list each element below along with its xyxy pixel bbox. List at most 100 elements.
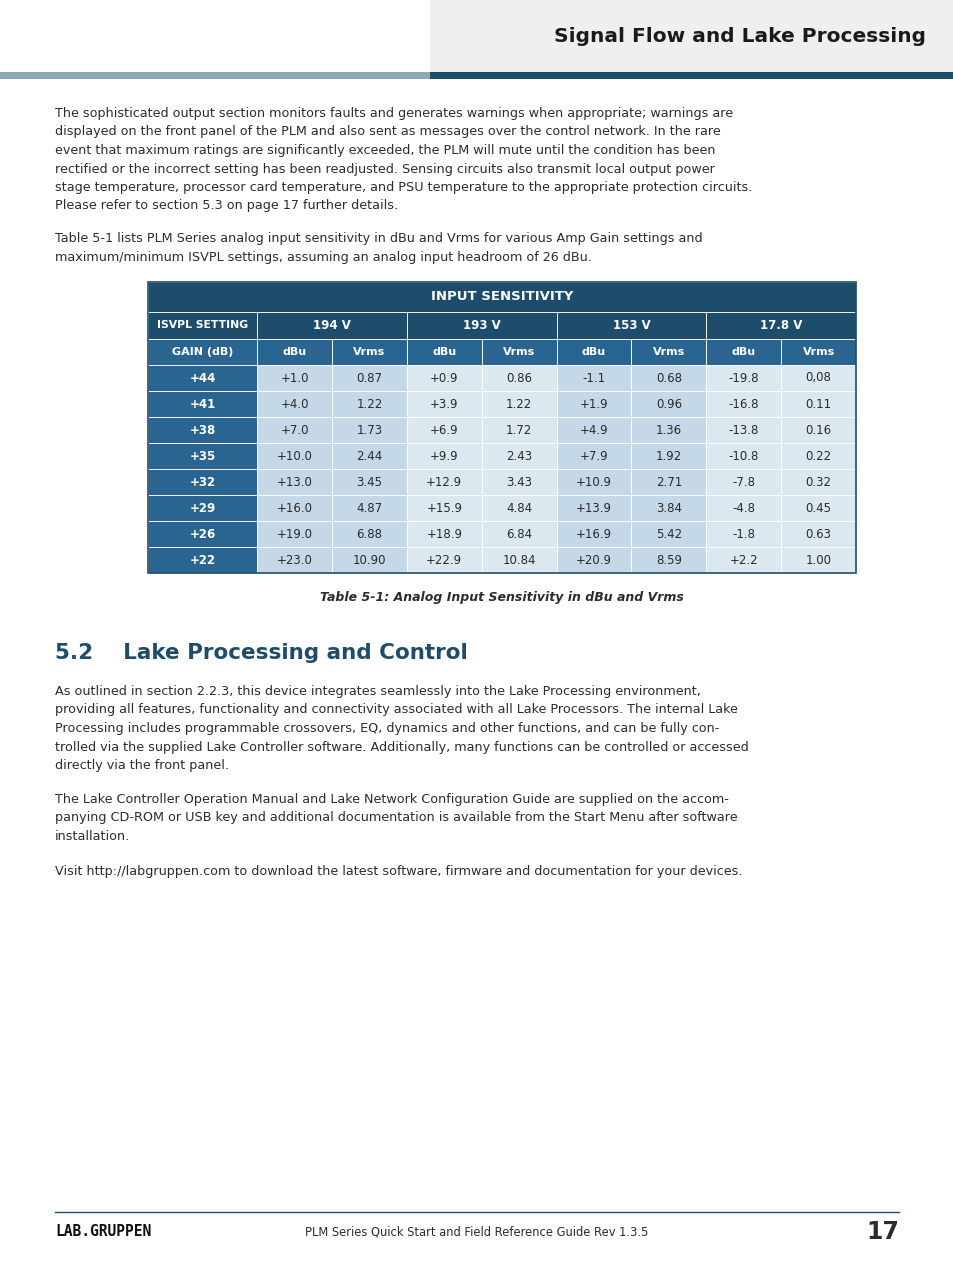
Bar	[556, 547, 631, 573]
Bar	[705, 391, 781, 417]
Bar	[406, 495, 481, 521]
Text: dBu: dBu	[731, 347, 755, 358]
Bar	[0, 72, 430, 79]
Text: LAB.GRUPPEN: LAB.GRUPPEN	[55, 1225, 152, 1240]
Text: 0.45: 0.45	[804, 502, 831, 515]
Bar	[430, 0, 953, 72]
Text: 0.68: 0.68	[655, 372, 681, 384]
Bar	[705, 547, 781, 573]
Bar	[257, 339, 332, 365]
Text: Vrms: Vrms	[502, 347, 535, 358]
Bar	[631, 547, 705, 573]
Bar	[430, 72, 953, 79]
Text: Vrms: Vrms	[353, 347, 385, 358]
Text: +10.0: +10.0	[276, 449, 313, 463]
Text: +4.9: +4.9	[579, 424, 608, 436]
Text: The sophisticated output section monitors faults and generates warnings when app: The sophisticated output section monitor…	[55, 107, 752, 213]
Bar	[257, 521, 332, 547]
Text: +1.0: +1.0	[280, 372, 309, 384]
Bar	[332, 469, 406, 495]
Text: As outlined in section 2.2.3, this device integrates seamlessly into the Lake Pr: As outlined in section 2.2.3, this devic…	[55, 685, 748, 772]
Text: -19.8: -19.8	[728, 372, 759, 384]
Text: 4.84: 4.84	[505, 502, 532, 515]
Text: -1.8: -1.8	[732, 527, 755, 540]
Bar	[406, 312, 556, 339]
Text: 4.87: 4.87	[356, 502, 382, 515]
Text: 2.71: 2.71	[655, 476, 681, 488]
Text: +16.9: +16.9	[576, 527, 612, 540]
Text: dBu: dBu	[282, 347, 306, 358]
Bar	[406, 365, 481, 391]
Text: 6.88: 6.88	[356, 527, 382, 540]
Text: 153 V: 153 V	[612, 320, 650, 332]
Text: The Lake Controller Operation Manual and Lake Network Configuration Guide are su: The Lake Controller Operation Manual and…	[55, 792, 737, 843]
Bar	[781, 547, 855, 573]
Bar	[705, 339, 781, 365]
Text: 0.16: 0.16	[804, 424, 831, 436]
Bar	[148, 521, 257, 547]
Text: dBu: dBu	[581, 347, 605, 358]
Text: 1.72: 1.72	[505, 424, 532, 436]
Text: +2.2: +2.2	[729, 554, 758, 567]
Text: +16.0: +16.0	[276, 502, 313, 515]
Text: 5.2    Lake Processing and Control: 5.2 Lake Processing and Control	[55, 643, 467, 663]
Text: Signal Flow and Lake Processing: Signal Flow and Lake Processing	[554, 27, 925, 46]
Text: -16.8: -16.8	[728, 397, 759, 411]
Bar	[406, 443, 481, 469]
Bar	[781, 521, 855, 547]
Text: 0.22: 0.22	[804, 449, 831, 463]
Text: +15.9: +15.9	[426, 502, 462, 515]
Text: 0.87: 0.87	[356, 372, 382, 384]
Text: +1.9: +1.9	[579, 397, 608, 411]
Bar	[705, 417, 781, 443]
Text: 0.32: 0.32	[804, 476, 831, 488]
Bar	[556, 495, 631, 521]
Bar	[481, 417, 556, 443]
Text: 0.63: 0.63	[804, 527, 831, 540]
Text: Table 5-1 lists PLM Series analog input sensitivity in dBu and Vrms for various : Table 5-1 lists PLM Series analog input …	[55, 232, 702, 264]
Bar	[257, 443, 332, 469]
Bar	[481, 443, 556, 469]
Bar	[781, 391, 855, 417]
Bar	[148, 339, 257, 365]
Bar	[406, 547, 481, 573]
Bar	[332, 391, 406, 417]
Text: +13.9: +13.9	[576, 502, 612, 515]
Bar	[556, 417, 631, 443]
Bar	[631, 469, 705, 495]
Text: +3.9: +3.9	[430, 397, 458, 411]
Bar	[556, 339, 631, 365]
Text: 3.45: 3.45	[356, 476, 382, 488]
Bar	[148, 281, 855, 573]
Bar	[705, 495, 781, 521]
Text: +44: +44	[190, 372, 215, 384]
Text: +9.9: +9.9	[430, 449, 458, 463]
Text: +10.9: +10.9	[576, 476, 612, 488]
Text: -7.8: -7.8	[732, 476, 755, 488]
Text: 17.8 V: 17.8 V	[760, 320, 801, 332]
Text: +19.0: +19.0	[276, 527, 313, 540]
Bar	[556, 365, 631, 391]
Bar	[481, 339, 556, 365]
Text: 1.22: 1.22	[356, 397, 382, 411]
Text: 0.86: 0.86	[506, 372, 532, 384]
Bar	[481, 469, 556, 495]
Bar	[257, 547, 332, 573]
Bar	[631, 365, 705, 391]
Bar	[781, 443, 855, 469]
Bar	[257, 391, 332, 417]
Bar	[556, 312, 705, 339]
Bar	[781, 417, 855, 443]
Text: +20.9: +20.9	[576, 554, 612, 567]
Text: GAIN (dB): GAIN (dB)	[172, 347, 233, 358]
Text: +23.0: +23.0	[276, 554, 313, 567]
Bar	[257, 417, 332, 443]
Text: dBu: dBu	[432, 347, 456, 358]
Bar	[781, 469, 855, 495]
Bar	[631, 339, 705, 365]
Bar	[781, 495, 855, 521]
Text: INPUT SENSITIVITY: INPUT SENSITIVITY	[431, 290, 573, 303]
Text: +7.9: +7.9	[579, 449, 608, 463]
Text: +13.0: +13.0	[276, 476, 313, 488]
Bar	[148, 417, 257, 443]
